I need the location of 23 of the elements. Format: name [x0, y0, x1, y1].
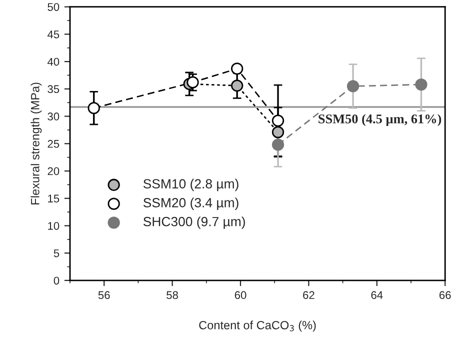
y-tick-label: 5	[54, 249, 60, 258]
x-tick-label: 60	[234, 291, 246, 300]
x-tick-label: 66	[439, 291, 451, 300]
y-tick-label: 10	[48, 222, 60, 230]
y-tick-label: 35	[48, 85, 60, 94]
legend-label: SSM20 (3.4 µm)	[143, 198, 238, 210]
legend-label: SSM10 (2.8 µm)	[143, 178, 238, 192]
y-tick-label: 20	[48, 167, 60, 176]
x-tick-label: 56	[98, 291, 110, 300]
x-axis-title: Content of CaCO$_{3}$ (%)	[199, 320, 316, 332]
x-tick-label: 62	[303, 291, 314, 300]
y-tick-label: 50	[48, 3, 60, 11]
x-tick-label: 58	[166, 291, 178, 300]
y-axis-title: Flexural strength (MPa)	[30, 82, 42, 204]
y-tick-label: 0	[54, 276, 60, 285]
ref-line-label: SSM50 (4.5 µm, 61%)	[318, 114, 442, 126]
y-tick-label: 40	[47, 58, 60, 66]
legend-label: SHC300 (9.7 µm)	[143, 216, 245, 229]
y-tick-label: 30	[48, 112, 60, 120]
y-tick-label: 15	[48, 194, 60, 202]
x-tick-label: 64	[371, 291, 383, 300]
y-tick-label: 45	[47, 30, 60, 38]
y-tick-label: 25	[48, 140, 60, 148]
